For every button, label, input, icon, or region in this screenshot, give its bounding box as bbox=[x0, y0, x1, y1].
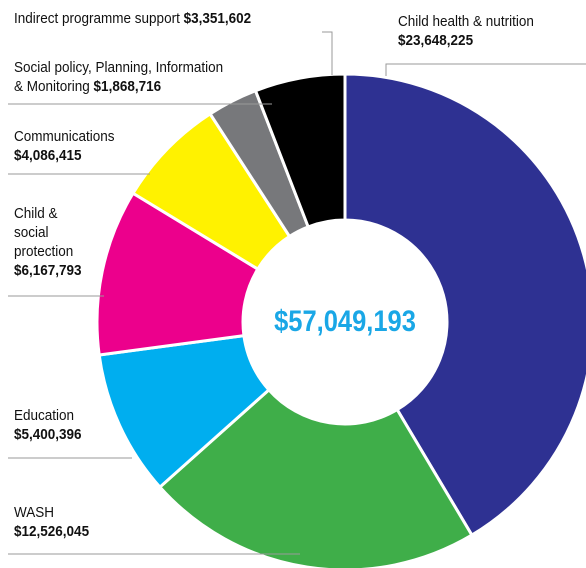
label-social-policy-name-2: & Monitoring bbox=[14, 78, 90, 95]
label-wash-amount: $12,526,045 bbox=[14, 523, 90, 540]
label-wash-name: WASH bbox=[14, 504, 55, 521]
label-social-policy-amount: $1,868,716 bbox=[93, 78, 162, 95]
label-communications-name: Communications bbox=[14, 128, 115, 145]
label-education-name: Education bbox=[14, 407, 75, 424]
label-wash: WASH $12,526,045 bbox=[14, 503, 89, 541]
label-education-amount: $5,400,396 bbox=[14, 426, 82, 443]
leader-lines bbox=[8, 31, 586, 555]
label-child-protection-name-1: Child & bbox=[14, 205, 58, 222]
label-child-health: Child health & nutrition $23,648,225 bbox=[398, 12, 534, 50]
label-education: Education $5,400,396 bbox=[14, 406, 82, 444]
label-child-protection-amount: $6,167,793 bbox=[14, 262, 82, 279]
label-child-protection-name-3: protection bbox=[14, 243, 74, 260]
label-communications: Communications $4,086,415 bbox=[14, 127, 115, 165]
leader-line-indirect bbox=[322, 31, 333, 75]
label-social-policy: Social policy, Planning, Information & M… bbox=[14, 58, 223, 96]
label-indirect: Indirect programme support $3,351,602 bbox=[14, 9, 251, 28]
label-indirect-name: Indirect programme support bbox=[14, 10, 180, 27]
donut-hole bbox=[243, 220, 447, 424]
donut-total-label: $57,049,193 bbox=[274, 305, 416, 338]
label-indirect-amount: $3,351,602 bbox=[183, 10, 252, 27]
label-social-policy-name: Social policy, Planning, Information bbox=[14, 59, 224, 76]
label-child-health-name: Child health & nutrition bbox=[398, 13, 534, 30]
label-child-protection: Child & social protection $6,167,793 bbox=[14, 204, 82, 280]
leader-line-child-health bbox=[385, 63, 586, 76]
label-communications-amount: $4,086,415 bbox=[14, 147, 82, 164]
label-child-protection-name-2: social bbox=[14, 224, 49, 241]
label-child-health-amount: $23,648,225 bbox=[398, 32, 474, 49]
